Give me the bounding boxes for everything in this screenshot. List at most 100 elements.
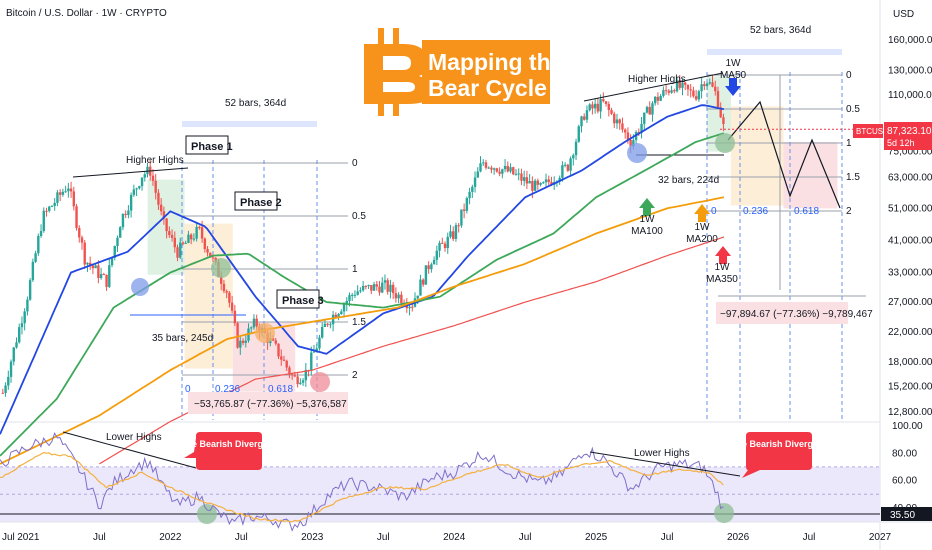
- candle-body: [91, 265, 95, 269]
- candle-body: [132, 189, 136, 195]
- price-tick-13: 12,800.00: [888, 407, 932, 418]
- candle-body: [492, 168, 496, 170]
- candle-body: [588, 104, 591, 111]
- candle-body: [632, 140, 635, 147]
- candle-body: [345, 300, 348, 305]
- candle-body: [419, 279, 422, 296]
- ma200-touch-circle-2022: [255, 323, 275, 343]
- candle-body: [228, 292, 231, 303]
- higher-highs-label-2021: Higher Highs: [126, 155, 184, 166]
- candle-body: [42, 210, 45, 231]
- candle-body: [432, 259, 436, 265]
- candle-body: [9, 361, 13, 377]
- candle-body: [700, 84, 703, 92]
- candle-body: [146, 166, 149, 175]
- candle-body: [391, 284, 395, 294]
- higher-highs-label-2025: Higher Highs: [628, 74, 686, 85]
- lower-highs-label-2021: Lower Highs: [106, 432, 162, 443]
- candle-body: [678, 80, 681, 88]
- higher-highs-line-2021: [72, 167, 189, 178]
- ma100-callout-2: MA100: [631, 226, 663, 237]
- candle-body: [520, 173, 523, 181]
- candle-body: [58, 192, 62, 195]
- candle-body: [119, 227, 122, 238]
- candle-body: [686, 84, 690, 90]
- ma350-touch-circle-2022: [310, 372, 330, 392]
- candle-body: [26, 299, 29, 312]
- candle-body: [127, 210, 130, 215]
- fib25-bottom-0: 0: [711, 206, 717, 217]
- candle-body: [361, 285, 365, 291]
- candle-body: [220, 276, 223, 284]
- price-axis[interactable]: 160,000.00 130,000.00 110,000.00 75,000.00 6…: [888, 35, 932, 418]
- ma50-touch-circle-2025: [627, 143, 647, 163]
- candle-body: [656, 96, 660, 101]
- zone-phase2: [184, 223, 233, 369]
- candle-body: [310, 352, 313, 371]
- candle-body: [348, 295, 351, 301]
- ma50-arrow-icon: [725, 78, 741, 96]
- candle-body: [705, 83, 709, 87]
- fib25-level-15: 1.5: [846, 172, 860, 183]
- fib-layer: [130, 49, 866, 420]
- candle-body: [288, 367, 291, 375]
- candle-body: [72, 191, 76, 207]
- time-tick-12: Jul: [803, 532, 816, 543]
- candle-body: [375, 284, 378, 287]
- phase2-label: Phase 2: [234, 191, 282, 211]
- candle-body: [299, 382, 302, 385]
- candle-body: [498, 171, 501, 174]
- candle-body: [438, 242, 441, 251]
- candle-body: [184, 242, 187, 244]
- rsi-last-badge: [881, 507, 932, 521]
- currency-label[interactable]: USD: [893, 9, 914, 20]
- candle-body: [452, 231, 455, 239]
- candle-body: [569, 158, 572, 171]
- candle-body: [67, 188, 70, 192]
- candle-body: [446, 236, 449, 249]
- symbol-title[interactable]: Bitcoin / U.S. Dollar · 1W · CRYPTO: [6, 8, 167, 19]
- candle-body: [550, 182, 553, 185]
- bars-224-label: 32 bars, 224d: [658, 175, 719, 186]
- time-tick-8: Jul: [519, 532, 532, 543]
- time-tick-11: 2026: [727, 532, 750, 543]
- candle-body: [239, 340, 242, 348]
- fib25-level-1: 1: [846, 138, 852, 149]
- candle-body: [192, 238, 196, 240]
- candle-body: [703, 84, 706, 87]
- candle-body: [301, 380, 305, 383]
- candle-body: [290, 374, 294, 376]
- candle-body: [252, 318, 256, 328]
- candle-body: [667, 90, 671, 93]
- candle-body: [323, 323, 327, 327]
- candle-body: [454, 225, 458, 239]
- candle-body: [342, 304, 346, 312]
- zone-2025-red: [783, 142, 838, 209]
- phase2-text: Phase 2: [240, 197, 282, 209]
- fib25-level-0: 0: [846, 70, 852, 81]
- phase1-label: Phase 1: [185, 135, 233, 155]
- candle-body: [476, 171, 479, 178]
- candle-body: [151, 175, 155, 181]
- candle-body: [484, 162, 488, 168]
- ma200-arrow-icon: [694, 204, 710, 222]
- candle-body: [495, 168, 499, 172]
- candle-body: [533, 180, 537, 191]
- ma100-arrow-icon: [639, 198, 655, 216]
- projection-path: [727, 100, 841, 209]
- candle-body: [372, 284, 376, 291]
- price-tick-12: 15,200.00: [888, 382, 932, 393]
- candle-body: [441, 242, 444, 244]
- last-price-badge[interactable]: BTCUSD 87,323.10 5d 12h: [853, 122, 932, 150]
- candle-body: [370, 285, 373, 291]
- time-axis[interactable]: Jul 2021 Jul 2022 Jul 2023 Jul 2024 Jul 2025 Jul 20…: [2, 532, 892, 543]
- candle-body: [383, 280, 387, 283]
- candle-body: [645, 106, 649, 113]
- candle-body: [629, 139, 632, 147]
- candle-body: [465, 198, 469, 211]
- ma350-callout-1: 1W: [715, 262, 731, 273]
- candle-body: [162, 211, 166, 219]
- ma350-arrow-icon: [715, 246, 731, 264]
